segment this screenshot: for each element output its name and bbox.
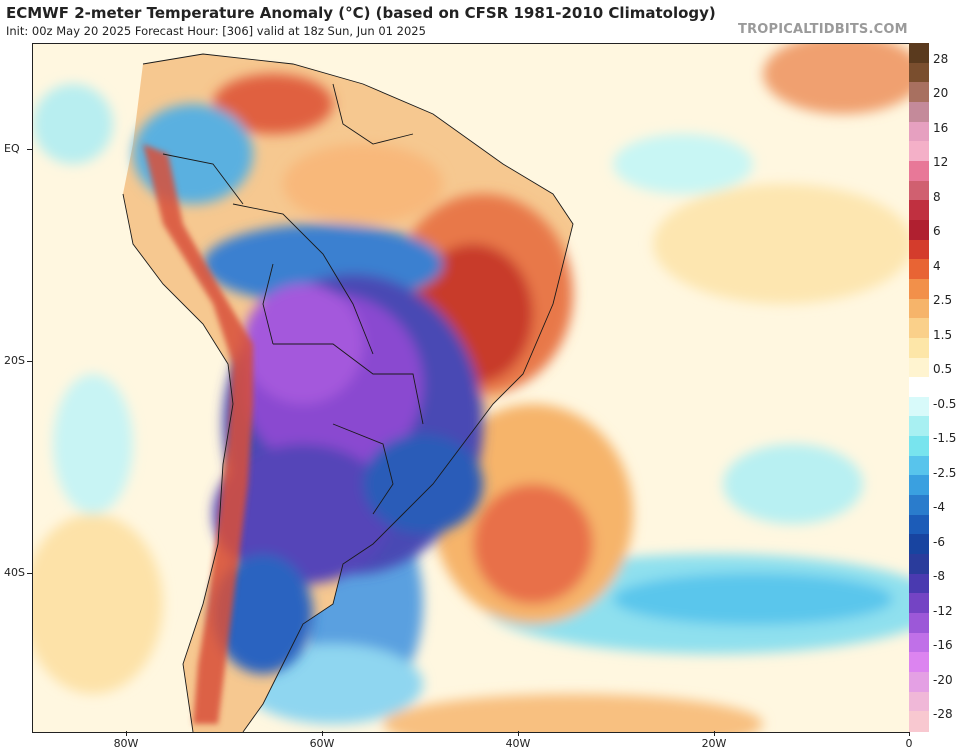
colorbar-label: 16 <box>933 120 949 135</box>
amazon-warm <box>283 144 443 224</box>
colorbar-label: 28 <box>933 52 949 66</box>
colorbar-segment <box>909 121 929 142</box>
colorbar-label: 20 <box>933 86 949 101</box>
lon-tick <box>126 731 127 736</box>
lon-tick <box>518 731 519 736</box>
colorbar-label: -16 <box>933 638 953 653</box>
colorbar <box>909 43 929 732</box>
colorbar-segment <box>909 101 929 123</box>
equatorial-atlantic-cool <box>613 134 753 194</box>
colorbar-segment <box>909 554 929 575</box>
colorbar-label: 6 <box>933 224 941 239</box>
colorbar-label: -4 <box>933 500 945 515</box>
anomaly-map <box>32 43 910 733</box>
lon-label-40w: 40W <box>505 737 531 750</box>
colorbar-label: -20 <box>933 672 953 687</box>
anomaly-field <box>33 44 909 732</box>
colorbar-segment <box>909 632 929 653</box>
south-atlantic-cool-band-inner <box>613 573 893 625</box>
andes-warm-strip <box>143 144 253 724</box>
colorbar-segment <box>909 219 929 241</box>
colorbar-segment <box>909 377 929 398</box>
lat-label-40s: 40S <box>4 566 25 579</box>
colorbar-segment <box>909 141 929 162</box>
colorbar-segment <box>909 436 929 457</box>
colorbar-segment <box>909 416 929 437</box>
lat-label-20s: 20S <box>4 354 25 367</box>
colorbar-segment <box>909 691 929 712</box>
atlantic-warm-plume-inner <box>473 484 593 604</box>
forecast-info: Init: 00z May 20 2025 Forecast Hour: [30… <box>6 24 426 38</box>
colorbar-segment <box>909 62 929 83</box>
lat-tick <box>27 573 32 574</box>
pacific-cool-north <box>33 84 113 164</box>
pacific-warm-patch <box>33 514 163 694</box>
lon-tick <box>322 731 323 736</box>
uruguay-cold <box>363 434 483 534</box>
colorbar-segment <box>909 495 929 516</box>
colorbar-segment <box>909 278 929 300</box>
colorbar-label: -12 <box>933 603 953 618</box>
colorbar-segment <box>909 672 929 693</box>
patagonia-cold <box>213 554 313 674</box>
colorbar-segment <box>909 357 929 378</box>
lon-tick <box>714 731 715 736</box>
colorbar-segment <box>909 337 929 359</box>
colorbar-segment <box>909 475 929 496</box>
lat-label-eq: EQ <box>4 142 20 155</box>
colorbar-label: -0.5 <box>933 396 957 411</box>
lon-label-80w: 80W <box>113 737 139 750</box>
colorbar-label: 1.5 <box>933 327 953 342</box>
map-title: ECMWF 2-meter Temperature Anomaly (°C) (… <box>6 4 716 22</box>
colorbar-segment <box>909 180 929 201</box>
colorbar-segment <box>909 298 929 319</box>
map-header: ECMWF 2-meter Temperature Anomaly (°C) (… <box>0 0 960 42</box>
colorbar-segment <box>909 455 929 477</box>
colorbar-label: -2.5 <box>933 465 957 480</box>
equatorial-atlantic-warm <box>653 184 909 304</box>
colorbar-segment <box>909 652 929 673</box>
colorbar-label: -28 <box>933 707 953 721</box>
lat-tick <box>27 361 32 362</box>
colorbar-segment <box>909 573 929 594</box>
colorbar-segment <box>909 43 929 64</box>
colorbar-label: 4 <box>933 258 941 273</box>
colorbar-label: 12 <box>933 155 949 170</box>
colorbar-label: -8 <box>933 569 945 584</box>
atlantic-cool-patch <box>723 444 863 524</box>
colorbar-segment <box>909 514 929 536</box>
colorbar-segment <box>909 613 929 634</box>
africa-warm-corner <box>763 44 909 114</box>
colorbar-label: -1.5 <box>933 431 957 446</box>
colorbar-label: 8 <box>933 189 941 204</box>
lon-label-20w: 20W <box>701 737 727 750</box>
north-sa-warm <box>213 74 333 134</box>
colorbar-segment <box>909 82 929 103</box>
cold-core-south <box>213 444 393 584</box>
colorbar-label: 0.5 <box>933 362 953 377</box>
colorbar-segment <box>909 259 929 280</box>
colorbar-segment <box>909 593 929 614</box>
colorbar-label: -6 <box>933 534 945 549</box>
colorbar-segment <box>909 711 929 732</box>
colorbar-segment <box>909 200 929 221</box>
source-watermark: TROPICALTIDBITS.COM <box>738 22 908 37</box>
colorbar-label: 2.5 <box>933 293 953 308</box>
lon-label-0: 0 <box>905 737 913 750</box>
colorbar-segment <box>909 160 929 182</box>
colorbar-segment <box>909 534 929 555</box>
lat-tick <box>27 149 32 150</box>
colorbar-segment <box>909 239 929 260</box>
pacific-cool-patch <box>53 374 133 514</box>
country-borders <box>122 53 574 732</box>
lon-label-60w: 60W <box>309 737 335 750</box>
colorbar-segment <box>909 318 929 339</box>
lon-tick <box>909 731 910 736</box>
colorbar-segment <box>909 396 929 418</box>
far-south-warm <box>383 694 763 732</box>
